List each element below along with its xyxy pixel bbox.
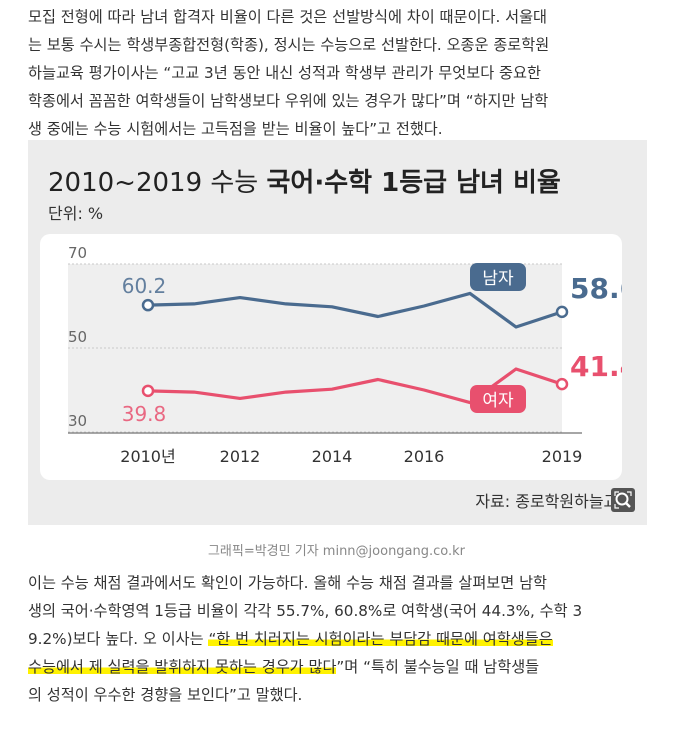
- y-tick-label: 50: [68, 328, 87, 346]
- chart-unit-label: 단위: %: [48, 204, 104, 223]
- series-legend-label: 남자: [482, 269, 514, 289]
- highlighted-quote: 수능에서 제 실력을 발휘하지 못하는 경우가 많다: [28, 658, 337, 676]
- chart-title: 2010~2019 수능 국어·수학 1등급 남녀 비율: [48, 162, 561, 199]
- zoom-button[interactable]: [611, 488, 635, 512]
- x-tick-label: 2016: [404, 447, 445, 466]
- magnifier-icon: [614, 491, 632, 509]
- article-paragraph-1: 모집 전형에 따라 남녀 합격자 비율이 다른 것은 선발방식에 차이 때문이다…: [28, 3, 648, 143]
- series-legend-label: 여자: [482, 391, 514, 411]
- y-tick-label: 30: [68, 412, 87, 430]
- paragraph-line: 이는 수능 채점 결과에서도 확인이 가능하다. 올해 수능 채점 결과를 살펴…: [28, 574, 548, 592]
- series-point-start: [141, 384, 155, 398]
- paragraph-line: 9.2%)보다 높다. 오 이사는 “한 번 치러지는 시험이라는 부담감 때문…: [28, 625, 648, 653]
- chart-figure: 2010~2019 수능 국어·수학 1등급 남녀 비율 단위: % 30 50 7…: [28, 140, 647, 525]
- series-point-start: [141, 298, 155, 312]
- start-value-label: 39.8: [122, 402, 167, 426]
- series-legend-pill: [470, 263, 526, 291]
- paragraph-text: ”며 “특히 불수능일 때 남학생들: [336, 658, 540, 676]
- x-tick-label: 2014: [312, 447, 353, 466]
- series-line-male: [147, 291, 563, 329]
- paragraph-line: 생의 국어·수학영역 1등급 비율이 각각 55.7%, 60.8%로 여학생(…: [28, 602, 583, 620]
- paragraph-line: 의 성적이 우수한 경향을 보인다”고 말했다.: [28, 686, 303, 704]
- paragraph-line: 는 보통 수시는 학생부종합전형(학종), 정시는 수능으로 선발한다. 오종운…: [28, 36, 550, 54]
- paragraph-line: 수능에서 제 실력을 발휘하지 못하는 경우가 많다”며 “특히 불수능일 때 …: [28, 653, 648, 681]
- paragraph-line: 학종에서 꼼꼼한 여학생들이 남학생보다 우위에 있는 경우가 많다”며 “하지…: [28, 92, 549, 110]
- x-tick-label: 2019: [542, 447, 583, 466]
- paragraph-text: 9.2%)보다 높다. 오 이사는: [28, 630, 209, 648]
- series-point-end: [555, 305, 569, 319]
- paragraph-line: 생 중에는 수능 시험에서는 고득점을 받는 비율이 높다”고 전했다.: [28, 120, 443, 138]
- chart-plot-panel: 30 50 70 2010년 2012 2014 2016 2019 60.2 58.6 남자 39.…: [40, 234, 622, 480]
- chart-source: 자료: 종로학원하늘교육: [475, 492, 633, 511]
- start-value-label: 60.2: [122, 274, 167, 298]
- x-tick-label: 2012: [220, 447, 261, 466]
- line-chart: 30 50 70 2010년 2012 2014 2016 2019 60.2 58.6 남자 39.…: [68, 244, 622, 466]
- end-value-label: 58.6: [570, 272, 622, 305]
- end-value-label: 41.4: [570, 350, 622, 383]
- chart-title-plain: 2010~2019 수능: [48, 168, 267, 198]
- series-point-end: [555, 377, 569, 391]
- y-tick-label: 70: [68, 244, 87, 262]
- paragraph-line: 모집 전형에 따라 남녀 합격자 비율이 다른 것은 선발방식에 차이 때문이다…: [28, 8, 548, 26]
- x-tick-label: 2010년: [120, 447, 175, 466]
- chart-title-bold: 국어·수학 1등급 남녀 비율: [266, 168, 561, 198]
- figure-caption: 그래픽=박경민 기자 minn@joongang.co.kr: [207, 544, 466, 559]
- paragraph-line: 하늘교육 평가이사는 “고교 3년 동안 내신 성적과 학생부 관리가 무엇보다…: [28, 64, 541, 82]
- article-paragraph-2: 이는 수능 채점 결과에서도 확인이 가능하다. 올해 수능 채점 결과를 살펴…: [28, 569, 648, 709]
- series-legend-pill: [470, 385, 526, 413]
- highlighted-quote: “한 번 치러지는 시험이라는 부담감 때문에 여학생들은: [208, 630, 553, 648]
